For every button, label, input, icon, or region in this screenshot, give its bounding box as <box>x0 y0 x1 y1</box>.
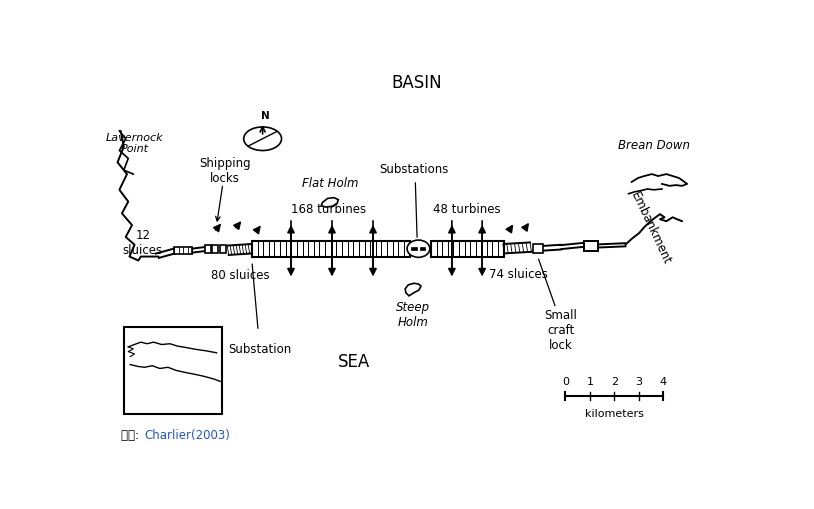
Text: Shipping
locks: Shipping locks <box>199 157 251 185</box>
Text: Substation: Substation <box>228 343 291 356</box>
Text: Steep
Holm: Steep Holm <box>396 300 431 328</box>
Text: Substations: Substations <box>379 162 449 175</box>
Polygon shape <box>405 284 421 296</box>
Text: 4: 4 <box>659 376 667 386</box>
Text: Charlier(2003): Charlier(2003) <box>144 428 230 441</box>
Text: BASIN: BASIN <box>392 74 443 92</box>
Text: 48 turbines: 48 turbines <box>432 203 500 216</box>
Text: SEA: SEA <box>338 352 370 370</box>
Text: 2: 2 <box>610 376 618 386</box>
Bar <box>532 244 543 253</box>
Text: 168 turbines: 168 turbines <box>291 203 366 216</box>
Text: Small
craft
lock: Small craft lock <box>545 308 577 351</box>
Bar <box>420 248 426 251</box>
Text: 자료:: 자료: <box>120 428 142 441</box>
Text: Embankment: Embankment <box>628 189 674 266</box>
Text: 0: 0 <box>562 376 569 386</box>
Text: Flat Holm: Flat Holm <box>302 177 358 190</box>
Bar <box>174 248 192 254</box>
Text: 74 sluices: 74 sluices <box>488 267 548 280</box>
Bar <box>204 245 211 254</box>
Bar <box>124 328 221 414</box>
Text: 12
sluices: 12 sluices <box>123 229 163 257</box>
Bar <box>584 241 598 251</box>
Text: Brean Down: Brean Down <box>618 139 689 152</box>
Text: kilometers: kilometers <box>585 408 644 418</box>
Bar <box>220 245 226 254</box>
Polygon shape <box>322 198 339 208</box>
Text: 80 sluices: 80 sluices <box>211 268 270 281</box>
Ellipse shape <box>407 241 430 258</box>
Text: N: N <box>261 110 270 121</box>
Text: Lavernock
Point: Lavernock Point <box>106 133 164 154</box>
Text: 3: 3 <box>635 376 642 386</box>
Bar <box>412 248 417 251</box>
Bar <box>212 245 218 254</box>
Text: 1: 1 <box>586 376 593 386</box>
Bar <box>252 241 409 257</box>
Bar <box>431 241 504 257</box>
